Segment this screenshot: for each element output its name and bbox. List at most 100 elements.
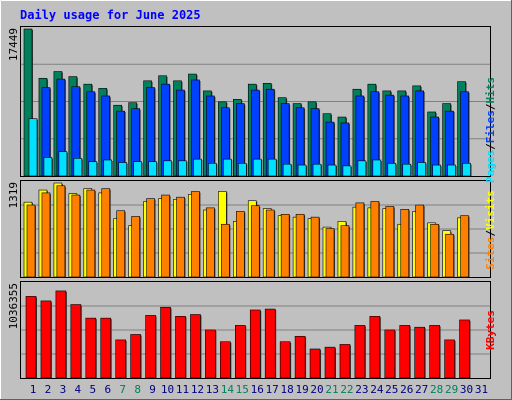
ymax-label-hits: 17449 — [7, 28, 20, 61]
bar-sites-day-19 — [295, 213, 305, 278]
bar-kbytes-day-26 — [399, 325, 411, 379]
bar-kbytes-day-1 — [25, 296, 37, 379]
bar-pages-day-24 — [372, 159, 382, 177]
x-label-day-14: 14 — [221, 383, 235, 396]
bars — [23, 28, 472, 379]
x-label-day-29: 29 — [445, 383, 458, 396]
bar-kbytes-day-22 — [339, 344, 351, 379]
series-label-group-hits: Pages/Files/Hits — [484, 77, 497, 183]
x-label-day-16: 16 — [251, 383, 264, 396]
bar-kbytes-day-10 — [160, 306, 171, 379]
bar-sites-day-8 — [131, 216, 140, 278]
bar-pages-day-13 — [208, 163, 217, 177]
bar-pages-day-30 — [462, 163, 471, 177]
bar-sites-day-10 — [161, 194, 170, 278]
x-label-day-20: 20 — [310, 383, 323, 396]
series-label-slash-1: / — [484, 143, 497, 150]
x-label-day-6: 6 — [104, 383, 111, 396]
bar-pages-day-9 — [148, 161, 157, 177]
bar-kbytes-day-23 — [354, 325, 366, 379]
bar-kbytes-day-19 — [294, 335, 306, 379]
series-label-slash-3: / — [484, 230, 497, 237]
bar-kbytes-day-29 — [444, 339, 455, 379]
x-label-day-19: 19 — [295, 383, 308, 396]
x-axis-labels: 1 2 3 4 5 6 7 8 9 10 11 12 13 14 15 16 17 18 19 20 21 22 23 24 2… — [30, 383, 488, 396]
x-label-day-4: 4 — [75, 383, 82, 396]
x-label-day-1: 1 — [30, 383, 37, 396]
bar-kbytes-day-18 — [279, 341, 291, 379]
bar-pages-day-28 — [432, 164, 441, 177]
series-label-files: Files — [484, 110, 497, 143]
bar-pages-day-15 — [238, 163, 247, 177]
x-label-day-8: 8 — [134, 383, 141, 396]
bar-pages-day-25 — [387, 163, 397, 177]
series-label-slash-2: / — [484, 103, 497, 110]
bar-sites-day-26 — [400, 208, 410, 278]
bar-pages-day-18 — [282, 163, 292, 177]
series-label-group-sites: Sites/Visits — [484, 190, 497, 270]
bar-sites-day-15 — [236, 211, 245, 278]
bar-kbytes-day-4 — [70, 304, 82, 379]
x-label-day-21: 21 — [325, 383, 338, 396]
bar-kbytes-day-20 — [309, 348, 321, 379]
bar-kbytes-day-7 — [115, 339, 126, 379]
bar-kbytes-day-27 — [414, 326, 426, 379]
bar-sites-day-14 — [221, 223, 230, 278]
bar-sites-day-27 — [415, 204, 425, 278]
x-label-day-5: 5 — [89, 383, 96, 396]
bar-pages-day-11 — [178, 160, 187, 177]
x-label-day-26: 26 — [400, 383, 413, 396]
bar-pages-day-29 — [447, 164, 456, 177]
x-label-day-25: 25 — [385, 383, 398, 396]
bar-sites-day-25 — [385, 206, 395, 278]
bar-sites-day-6 — [101, 188, 111, 278]
bar-pages-day-10 — [163, 160, 172, 177]
series-label-group-kbytes: KBytes — [484, 310, 497, 350]
bar-pages-day-1 — [28, 118, 38, 177]
bar-kbytes-day-30 — [459, 319, 470, 379]
x-label-day-23: 23 — [355, 383, 368, 396]
x-label-day-18: 18 — [281, 383, 294, 396]
bar-sites-day-3 — [56, 185, 66, 278]
bar-sites-day-30 — [460, 215, 469, 278]
bar-kbytes-day-2 — [40, 300, 52, 379]
bar-sites-day-21 — [325, 228, 335, 278]
chart-title: Daily usage for June 2025 — [20, 8, 201, 22]
bar-sites-day-4 — [71, 194, 81, 278]
bar-pages-day-17 — [267, 158, 277, 177]
bar-sites-day-28 — [430, 223, 439, 278]
bar-pages-day-8 — [133, 161, 142, 177]
x-label-day-22: 22 — [340, 383, 353, 396]
bar-pages-day-3 — [58, 151, 68, 177]
bar-pages-day-26 — [402, 163, 412, 177]
bar-pages-day-20 — [312, 163, 322, 177]
series-label-pages: Pages — [484, 150, 497, 183]
bar-sites-day-23 — [355, 202, 365, 278]
bar-sites-day-2 — [41, 192, 51, 278]
bar-kbytes-day-12 — [190, 314, 201, 379]
bar-sites-day-11 — [176, 196, 185, 278]
x-label-day-27: 27 — [415, 383, 428, 396]
bar-kbytes-day-17 — [264, 308, 276, 379]
x-label-day-10: 10 — [161, 383, 174, 396]
bar-pages-day-2 — [43, 157, 53, 177]
bar-kbytes-day-6 — [100, 317, 112, 379]
bar-kbytes-day-15 — [235, 325, 246, 379]
bar-sites-day-18 — [280, 213, 290, 278]
bar-kbytes-day-14 — [220, 341, 231, 379]
x-label-day-15: 15 — [236, 383, 249, 396]
x-label-day-28: 28 — [430, 383, 443, 396]
bar-sites-day-13 — [206, 207, 215, 278]
series-label-hits: Hits — [484, 77, 497, 104]
bar-pages-day-23 — [357, 160, 367, 177]
x-label-day-9: 9 — [149, 383, 156, 396]
x-label-day-24: 24 — [370, 383, 384, 396]
bar-pages-day-27 — [417, 162, 427, 177]
bar-pages-day-12 — [193, 158, 202, 177]
bar-hits-day-1 — [23, 28, 33, 177]
series-label-kbytes: KBytes — [484, 310, 497, 350]
x-label-day-31: 31 — [475, 383, 488, 396]
x-label-day-7: 7 — [119, 383, 126, 396]
bar-pages-day-16 — [252, 158, 262, 177]
bar-kbytes-day-8 — [130, 334, 141, 379]
